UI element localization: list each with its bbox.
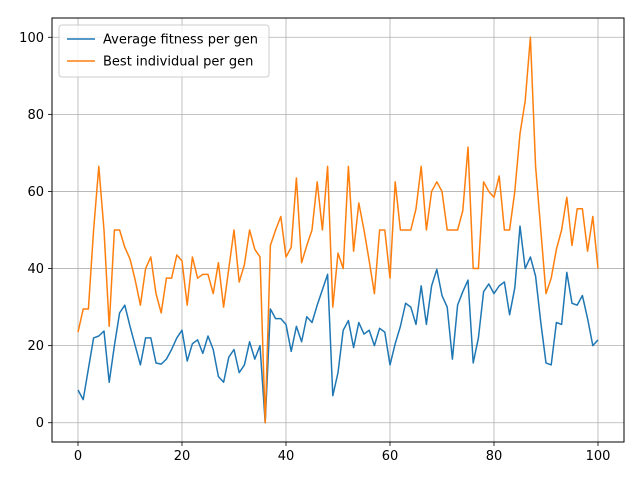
y-tick-label: 60 — [27, 185, 44, 200]
x-tick-label: 100 — [586, 449, 611, 464]
x-tick-label: 0 — [74, 449, 82, 464]
x-tick-label: 20 — [174, 449, 191, 464]
y-tick-label: 20 — [27, 339, 44, 354]
y-tick-label: 40 — [27, 262, 44, 277]
plot-frame — [51, 17, 625, 443]
y-tick-label: 100 — [19, 31, 44, 46]
y-tick-label: 80 — [27, 108, 44, 123]
axis-ticks: 0 20 40 60 80 100 0 20 40 60 80 100 — [19, 31, 610, 464]
legend: Average fitness per gen Best individual p… — [58, 24, 270, 78]
legend-label: Best individual per gen — [103, 55, 253, 70]
x-tick-label: 80 — [486, 449, 503, 464]
y-tick-label: 0 — [36, 416, 44, 431]
series-line-1 — [77, 225, 599, 424]
series-lines — [77, 36, 599, 424]
series-line-2 — [77, 36, 599, 424]
legend-label: Average fitness per gen — [103, 33, 258, 48]
x-tick-label: 60 — [382, 449, 399, 464]
legend-box — [58, 24, 270, 78]
x-tick-label: 40 — [278, 449, 295, 464]
grid-lines — [52, 18, 624, 442]
